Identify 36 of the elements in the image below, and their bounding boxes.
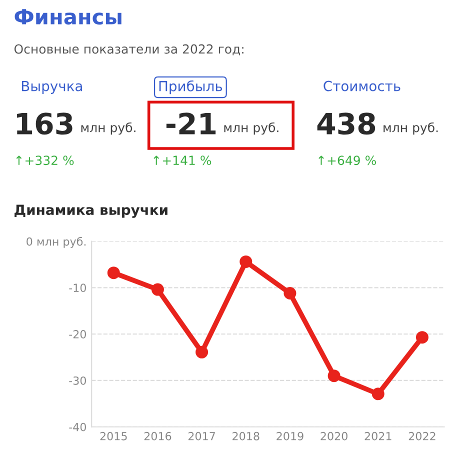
x-tick-label: 2022 <box>408 432 436 440</box>
x-tick-label: 2018 <box>232 432 260 440</box>
y-tick-label: -40 <box>69 422 86 432</box>
text: млн руб. <box>224 122 278 135</box>
x-tick-label: 2016 <box>144 432 172 440</box>
x-tick-label: 2015 <box>100 432 127 440</box>
text: Прибыль <box>159 80 222 94</box>
text: -21 <box>166 112 216 134</box>
text: Основные показатели за 2022 год: <box>14 44 244 56</box>
point <box>372 388 384 400</box>
y-tick-label: 0 млн руб. <box>26 236 86 248</box>
x-tick-label: 2019 <box>276 432 304 440</box>
x-tick-label: 2017 <box>188 432 215 440</box>
x-tick-label: 2021 <box>364 432 392 440</box>
chart-title: Динамика выручки <box>14 204 168 218</box>
text: млн руб. <box>81 122 136 135</box>
point <box>284 287 296 300</box>
point <box>240 255 252 268</box>
point <box>416 331 428 344</box>
point <box>107 266 120 280</box>
text: ↑+332 % <box>16 156 74 166</box>
y-tick-label: -30 <box>69 376 86 385</box>
text: млн руб. <box>384 122 438 135</box>
point <box>196 346 208 358</box>
x-tick-label: 2020 <box>320 432 348 440</box>
text: 163 <box>17 112 72 135</box>
text: Финансы <box>14 9 122 25</box>
text: Стоимость <box>324 80 400 92</box>
text: ↑+141 % <box>154 156 212 166</box>
text: ↑+649 % <box>318 156 376 166</box>
text: 438 <box>317 112 376 135</box>
text: Выручка <box>22 80 82 94</box>
point <box>151 283 164 296</box>
point <box>328 370 340 382</box>
y-tick-label: -20 <box>69 330 86 338</box>
y-tick-label: -10 <box>69 284 86 292</box>
